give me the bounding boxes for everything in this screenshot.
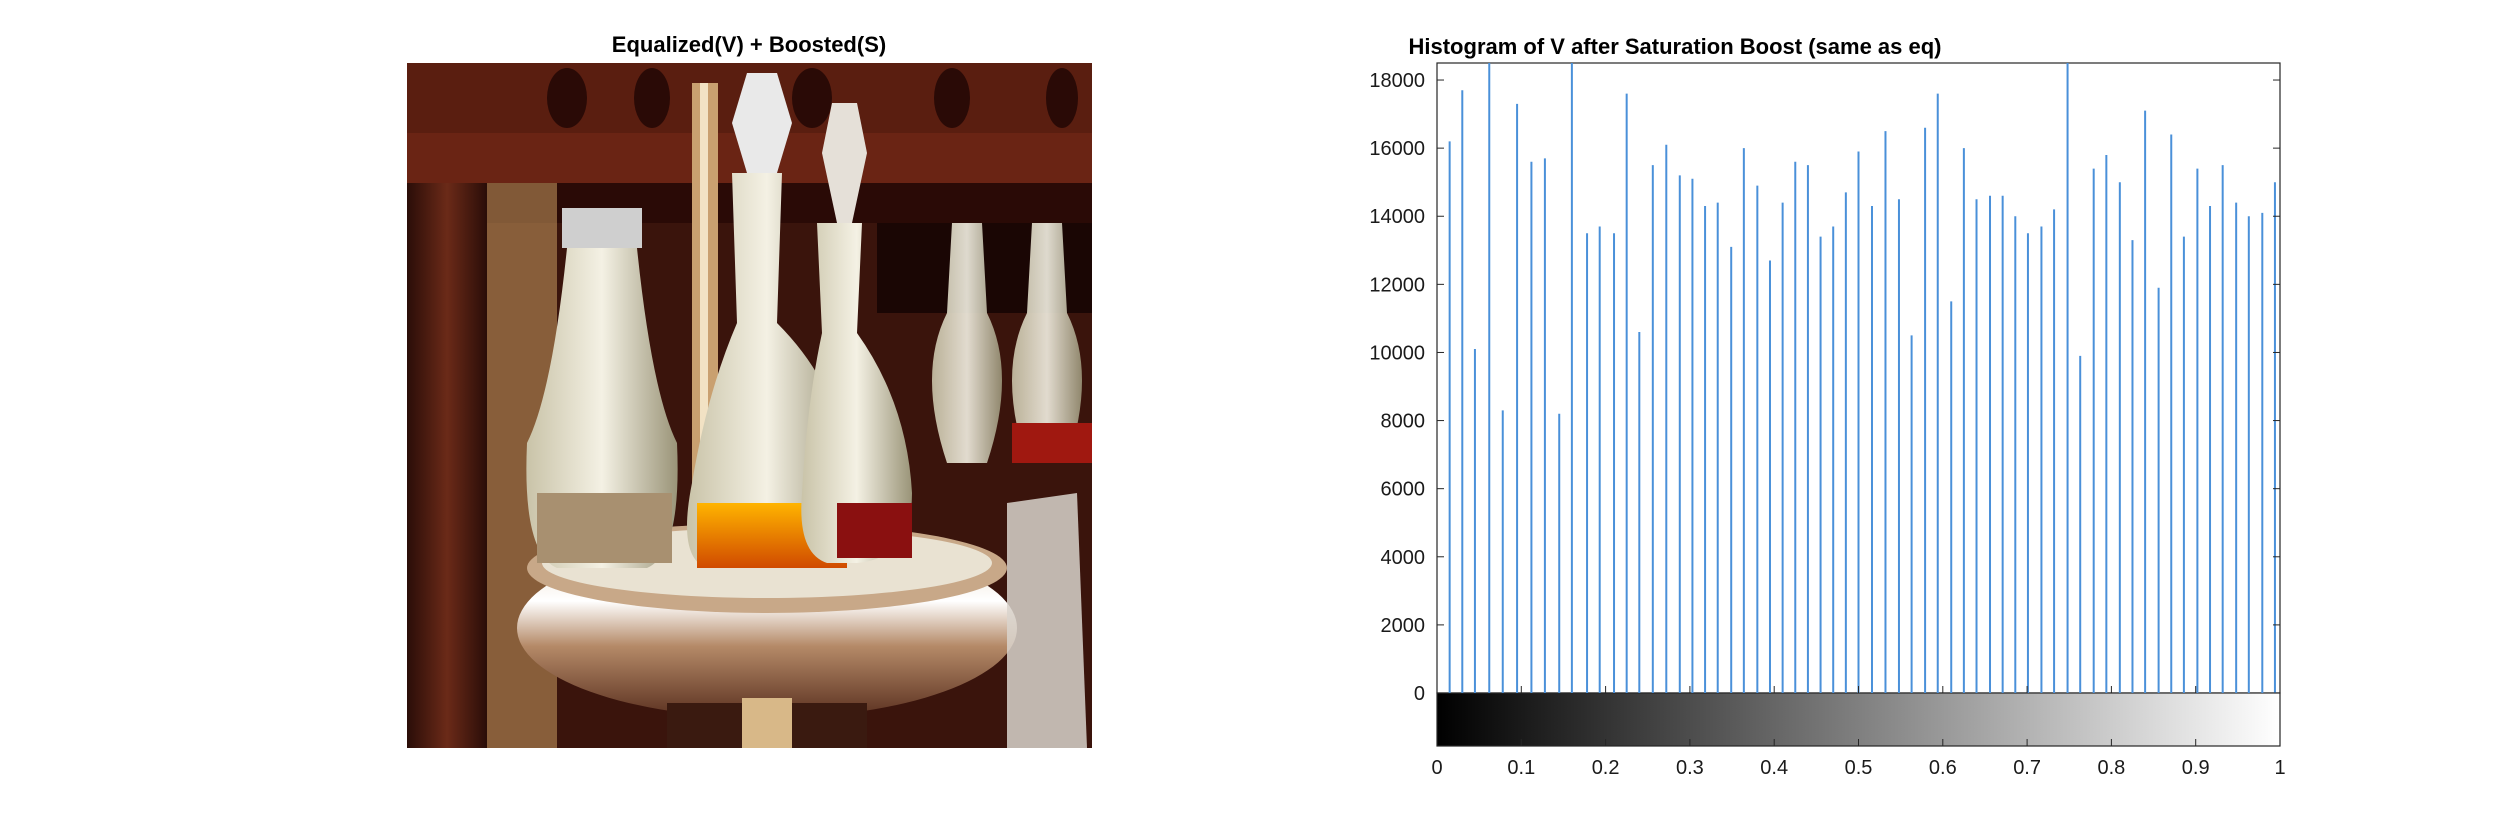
x-tick-label: 0	[1431, 757, 1442, 779]
grayscale-colorbar	[1436, 692, 2281, 747]
chart-title: Histogram of V after Saturation Boost (s…	[1409, 34, 1942, 59]
y-tick-label: 16000	[1369, 138, 1425, 160]
y-tick-label: 18000	[1369, 70, 1425, 92]
plot-area: 0 2000 4000 6000 8000 10000 12000 14000 16000 180…	[1369, 62, 2286, 779]
x-tick-label: 0.7	[2013, 757, 2041, 779]
x-tick-label: 0.9	[2182, 757, 2210, 779]
y-tick-label: 2000	[1381, 615, 1426, 637]
y-tick-label: 6000	[1381, 479, 1426, 501]
x-tick-label: 0.8	[2097, 757, 2125, 779]
x-tick-label: 0.6	[1929, 757, 1957, 779]
x-tick-label: 0.2	[1592, 757, 1620, 779]
y-tick-label: 14000	[1369, 206, 1425, 228]
y-tick-label: 0	[1414, 683, 1425, 705]
x-tick-label: 0.4	[1760, 757, 1788, 779]
y-tick-label: 8000	[1381, 411, 1426, 433]
x-tick-label: 0.1	[1507, 757, 1535, 779]
x-tick-label: 1	[2274, 757, 2285, 779]
y-tick-label: 4000	[1381, 547, 1426, 569]
x-tick-label: 0.3	[1676, 757, 1704, 779]
image-title: Equalized(V) + Boosted(S)	[611, 32, 887, 57]
cruet-set-photo	[407, 63, 1092, 748]
y-tick-label: 10000	[1369, 342, 1425, 364]
x-tick-label: 0.5	[1845, 757, 1873, 779]
y-tick-label: 12000	[1369, 274, 1425, 296]
